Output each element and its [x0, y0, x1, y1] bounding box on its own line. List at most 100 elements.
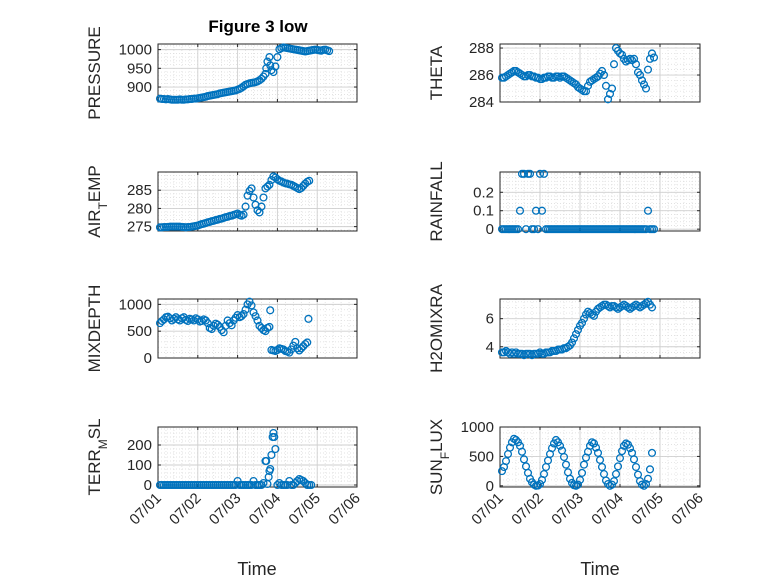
data-point: [301, 340, 310, 349]
x-tick-label: 07/04: [246, 490, 285, 529]
data-point: [563, 75, 573, 84]
plot-area: [500, 172, 700, 231]
data-point: [529, 225, 539, 234]
y-axis-label: TERRMSL: [85, 418, 110, 495]
axes-box: [157, 43, 358, 103]
data-point: [641, 299, 651, 308]
data-point: [519, 169, 529, 178]
data-point: [637, 76, 647, 85]
data-point: [270, 432, 279, 442]
data-point: [649, 225, 659, 234]
y-tick-label: 500: [127, 323, 152, 340]
data-point: [639, 481, 649, 490]
data-point: [593, 448, 603, 457]
data-point: [165, 314, 174, 323]
data-point: [263, 182, 272, 191]
subplot-h2omixra: 4 6 H2OMIXRA: [427, 283, 701, 373]
data-point: [569, 79, 579, 88]
data-point: [577, 468, 587, 477]
data-point: [273, 480, 282, 490]
data-point: [545, 72, 555, 81]
data-point: [273, 53, 282, 62]
data-point: [559, 452, 569, 462]
subplot-rainfall: 00.1 0.2 RAINFALL: [427, 161, 701, 242]
data-point: [615, 49, 625, 58]
data-point: [629, 455, 639, 464]
data-point: [605, 303, 615, 312]
data-point: [589, 439, 599, 448]
figure-title: Figure 3 low: [208, 17, 308, 36]
y-tick-label: 0: [486, 478, 494, 495]
x-tick-label: 07/03: [548, 490, 587, 529]
y-tick-label: 286: [469, 67, 494, 84]
y-tick-label: 1000: [119, 296, 152, 313]
data-point: [233, 311, 242, 320]
data-point: [183, 316, 192, 326]
data-point: [567, 77, 577, 86]
data-point: [569, 334, 579, 343]
data-point: [583, 81, 593, 90]
data-point: [513, 225, 523, 234]
data-point: [217, 326, 226, 335]
data-point: [507, 68, 517, 77]
data-point: [539, 169, 549, 178]
y-tick-label: 900: [127, 79, 152, 96]
data-point: [239, 309, 248, 319]
data-point: [509, 349, 519, 358]
data-point: [521, 225, 531, 234]
axes-box: [157, 426, 358, 488]
data-point: [597, 462, 607, 472]
y-tick-label: 285: [127, 182, 152, 199]
x-tick-label: 07/01: [468, 490, 507, 529]
data-point: [271, 444, 280, 454]
data-point: [643, 474, 653, 483]
data-point: [189, 316, 198, 325]
data-point: [573, 480, 583, 489]
data-point: [304, 314, 313, 323]
y-tick-label: 200: [127, 437, 152, 454]
data-point: [541, 73, 551, 82]
data-point: [629, 54, 639, 63]
data-point: [505, 443, 515, 452]
y-tick-label: 280: [127, 200, 152, 217]
data-point: [591, 443, 601, 452]
data-point: [627, 56, 637, 65]
x-tick-label: 07/02: [166, 490, 205, 529]
x-tick-label: 07/01: [126, 490, 165, 529]
data-point: [262, 456, 271, 466]
data-point: [283, 480, 292, 490]
y-tick-label: 1000: [461, 419, 494, 436]
x-tick-label: 07/05: [285, 490, 324, 529]
y-tick-label: 4: [486, 339, 494, 356]
data-point: [511, 66, 521, 76]
data-point: [264, 472, 273, 482]
data-point: [573, 325, 583, 334]
data-point: [595, 455, 605, 464]
data-point: [241, 202, 250, 211]
y-tick-label: 0.2: [473, 184, 494, 201]
y-tick-label: 288: [469, 40, 494, 57]
data-point: [643, 206, 653, 215]
data-point: [517, 70, 527, 80]
data-point: [649, 53, 659, 62]
data-point: [609, 477, 619, 486]
data-point: [603, 301, 613, 311]
y-tick-label: 275: [127, 219, 152, 236]
data-point: [497, 467, 507, 476]
data-point: [607, 84, 617, 93]
data-point: [561, 73, 571, 82]
data-point: [563, 342, 573, 351]
data-point: [641, 480, 651, 489]
data-point: [579, 314, 589, 323]
data-point: [551, 435, 561, 444]
x-tick-label: 07/04: [588, 490, 627, 529]
x-axis-label-right: Time: [580, 559, 619, 579]
data-point: [513, 68, 523, 77]
data-point: [535, 348, 545, 357]
data-point: [266, 61, 275, 70]
y-axis-label: MIXDEPTH: [85, 285, 104, 373]
data-point: [605, 89, 615, 98]
y-tick-label: 100: [127, 457, 152, 474]
y-axis-label: THETA: [427, 45, 446, 100]
